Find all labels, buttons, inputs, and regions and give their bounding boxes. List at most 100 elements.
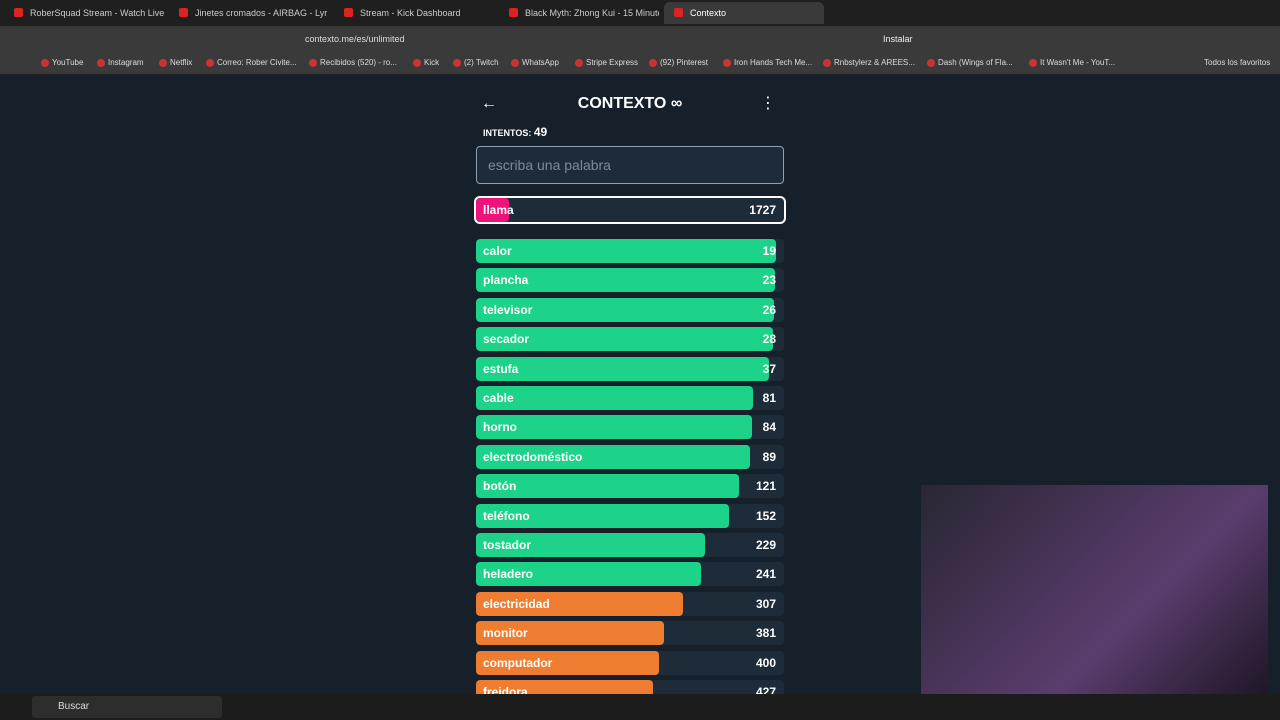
- bookmark[interactable]: It Wasn't Me - YouT...: [1028, 52, 1115, 74]
- guess-rank: 400: [755, 655, 776, 670]
- title: CONTEXTO ∞: [476, 86, 784, 122]
- guess-word: botón: [483, 479, 517, 494]
- rank-bar: [476, 297, 774, 322]
- guess-word: llama: [483, 203, 514, 217]
- guess-rank: 81: [762, 391, 776, 405]
- address-bar: contexto.me/es/unlimited Instalar: [0, 26, 1280, 52]
- guess-word: computador: [483, 655, 553, 670]
- bookmark[interactable]: Dash (Wings of Fla...: [926, 52, 1013, 74]
- rank-bar: [476, 621, 664, 646]
- bookmarks-bar: Todos los favoritos YouTube Instagram Netf…: [0, 52, 1280, 75]
- bookmark[interactable]: (92) Pinterest: [648, 52, 708, 74]
- guess-word: secador: [483, 332, 530, 347]
- rank-bar: [476, 591, 683, 616]
- word-input[interactable]: escriba una palabra: [476, 146, 784, 184]
- bookmark[interactable]: Iron Hands Tech Me...: [722, 52, 812, 74]
- rank-bar: [476, 415, 752, 440]
- guess-row: tostador 229: [476, 533, 784, 557]
- guess-rank: 84: [762, 420, 776, 435]
- rank-bar: [476, 198, 509, 222]
- attempts-count: 49: [533, 125, 548, 139]
- bookmark[interactable]: Kick: [412, 52, 439, 74]
- bookmark[interactable]: Correo: Rober Civite...: [205, 52, 297, 74]
- bookmark[interactable]: (2) Twitch: [452, 52, 499, 74]
- bookmark[interactable]: YouTube: [40, 52, 83, 74]
- guess-row: cable 81: [476, 386, 784, 410]
- guess-row: monitor 381: [476, 621, 784, 646]
- tab[interactable]: Jinetes cromados - AIRBAG - Lyr: [169, 2, 329, 24]
- tab[interactable]: RoberSquad Stream - Watch Live: [4, 2, 164, 24]
- header: ← CONTEXTO ∞ ⋮: [476, 86, 784, 122]
- bookmark[interactable]: Netflix: [158, 52, 192, 74]
- guess-rank: 307: [755, 596, 776, 611]
- guess-row: televisor 26: [476, 297, 784, 322]
- guess-row: botón 121: [476, 474, 784, 499]
- bookmark[interactable]: WhatsApp: [510, 52, 559, 74]
- rank-bar: [476, 650, 659, 675]
- rank-bar: [476, 474, 739, 499]
- guess-word: plancha: [483, 273, 529, 288]
- menu-button[interactable]: ⋮: [760, 95, 776, 112]
- attempts: INTENTOS: 49: [483, 124, 784, 140]
- rank-bar: [476, 562, 702, 587]
- bookmark[interactable]: Recibidos (520) - ro...: [308, 52, 397, 74]
- guess-word: cable: [483, 391, 514, 405]
- guess-word: tostador: [483, 538, 531, 552]
- rank-bar: [476, 444, 751, 469]
- bookmark[interactable]: Instagram: [96, 52, 144, 74]
- guess-rank: 89: [762, 449, 776, 464]
- guess-rank: 37: [762, 361, 776, 376]
- guess-word: monitor: [483, 626, 528, 641]
- rank-bar: [476, 239, 777, 263]
- guess-rank: 26: [762, 302, 776, 317]
- taskbar: Buscar: [0, 694, 1280, 720]
- guess-rank: 152: [755, 508, 776, 523]
- guess-word: electrodoméstico: [483, 449, 583, 464]
- rank-bar: [476, 356, 770, 381]
- guess-rank: 229: [755, 538, 776, 552]
- tab[interactable]: Contexto: [664, 2, 824, 24]
- guess-row: horno 84: [476, 415, 784, 440]
- guess-word: televisor: [483, 302, 533, 317]
- guess-word: electricidad: [483, 596, 550, 611]
- webcam-overlay: [921, 485, 1268, 709]
- attempts-label: INTENTOS:: [483, 128, 532, 138]
- title-icon: ∞: [670, 95, 683, 112]
- taskbar-search[interactable]: Buscar: [32, 696, 222, 718]
- rank-bar: [476, 327, 773, 352]
- rank-bar: [476, 533, 705, 557]
- rank-bar: [476, 503, 729, 528]
- guess-rank: 28: [762, 332, 776, 347]
- guess-row: plancha 23: [476, 268, 784, 293]
- title-text: CONTEXTO: [577, 95, 667, 112]
- guess-row: electrodoméstico 89: [476, 444, 784, 469]
- guess-row: electricidad 307: [476, 591, 784, 616]
- guess-word: calor: [483, 244, 512, 258]
- tab[interactable]: Black Myth: Zhong Kui - 15 Minutes: [499, 2, 659, 24]
- guess-word: estufa: [483, 361, 519, 376]
- guess-row: heladero 241: [476, 562, 784, 587]
- guess-row: llama 1727: [474, 196, 786, 224]
- guess-rank: 121: [755, 479, 776, 494]
- all-bookmarks[interactable]: Todos los favoritos: [1204, 58, 1271, 67]
- bookmark[interactable]: Rnbstylerz & AREES...: [822, 52, 915, 74]
- tab-bar: RoberSquad Stream - Watch Live Jinetes cr…: [0, 0, 1280, 26]
- guess-row: teléfono 152: [476, 503, 784, 528]
- bookmark[interactable]: Stripe Express: [574, 52, 638, 74]
- rank-bar: [476, 386, 754, 410]
- install-button[interactable]: Instalar: [883, 34, 913, 44]
- url[interactable]: contexto.me/es/unlimited: [305, 34, 405, 44]
- rank-bar: [476, 268, 775, 293]
- guess-word: teléfono: [483, 508, 530, 523]
- game: ← CONTEXTO ∞ ⋮ INTENTOS: 49 escriba una …: [474, 86, 786, 704]
- tab[interactable]: Stream - Kick Dashboard: [334, 2, 494, 24]
- guess-row: calor 19: [476, 239, 784, 263]
- guess-rank: 19: [762, 244, 776, 258]
- guess-rank: 1727: [749, 203, 776, 217]
- guess-rank: 381: [755, 626, 776, 641]
- guess-word: horno: [483, 420, 517, 435]
- back-button[interactable]: ←: [481, 95, 497, 112]
- guess-rank: 241: [755, 567, 776, 582]
- guess-row: computador 400: [476, 650, 784, 675]
